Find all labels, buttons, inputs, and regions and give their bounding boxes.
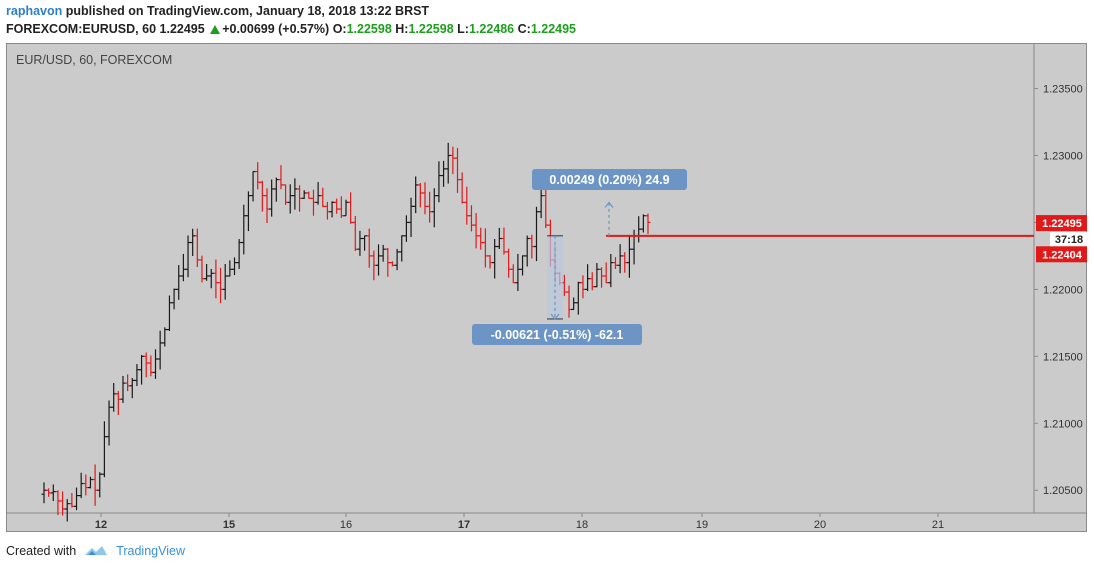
footer: Created with TradingView [6,544,185,558]
high-label: H: [395,22,409,36]
low-label: L: [457,22,469,36]
close-label: C: [517,22,531,36]
x-tick-label: 21 [932,519,944,531]
published-text: published on TradingView.com, January 18… [65,4,430,18]
open-label: O: [332,22,347,36]
symbol-label: FOREXCOM:EURUSD, 60 [6,22,157,36]
last-price-label: 1.22495 [1042,218,1082,230]
measure-label: 0.00249 (0.20%) 24.9 [549,173,669,187]
close-value: 1.22495 [530,22,577,36]
x-tick-label: 12 [95,519,107,531]
tradingview-logo-icon [85,546,108,555]
symbol-info: FOREXCOM:EURUSD, 60 1.22495 +0.00699 (+0… [6,22,576,36]
measure-area [547,235,563,319]
low-value: 1.22486 [468,22,515,36]
y-tick-label: 1.21000 [1043,418,1083,430]
line-price-label: 1.22404 [1042,249,1083,261]
price-change: +0.00699 (+0.57%) [222,22,330,36]
x-tick-label: 20 [814,519,826,531]
countdown-label: 37:18 [1055,234,1083,246]
created-with-text: Created with [6,544,77,558]
chart-legend: EUR/USD, 60, FOREXCOM [16,53,172,67]
y-tick-label: 1.23500 [1043,84,1083,96]
chart-frame[interactable] [6,43,1087,532]
price-chart[interactable]: EUR/USD, 60, FOREXCOM1.235001.230001.225… [6,43,1087,532]
measure-arrow [550,313,560,320]
x-tick-label: 18 [576,519,588,531]
open-value: 1.22598 [346,22,392,36]
measure-label: -0.00621 (-0.51%) -62.1 [491,328,624,342]
publish-info: raphavon published on TradingView.com, J… [6,4,429,18]
x-tick-label: 17 [458,519,470,531]
x-tick-label: 19 [696,519,708,531]
y-tick-label: 1.20500 [1043,485,1083,497]
last-price: 1.22495 [159,22,205,36]
x-tick-label: 16 [340,519,352,531]
measure-label-box [472,324,642,345]
author-link[interactable]: raphavon [6,4,63,18]
x-tick-label: 15 [223,519,235,531]
measure-arrow [604,201,614,208]
y-tick-label: 1.22000 [1043,284,1083,296]
measure-label-box [532,169,687,190]
y-tick-label: 1.23000 [1043,150,1083,162]
line-price-badge [1036,246,1087,263]
countdown-badge [1050,232,1087,248]
last-price-badge [1036,215,1087,232]
tradingview-link[interactable]: TradingView [116,544,185,558]
y-tick-label: 1.21500 [1043,351,1083,363]
high-value: 1.22598 [408,22,454,36]
up-arrow-icon [210,25,221,34]
